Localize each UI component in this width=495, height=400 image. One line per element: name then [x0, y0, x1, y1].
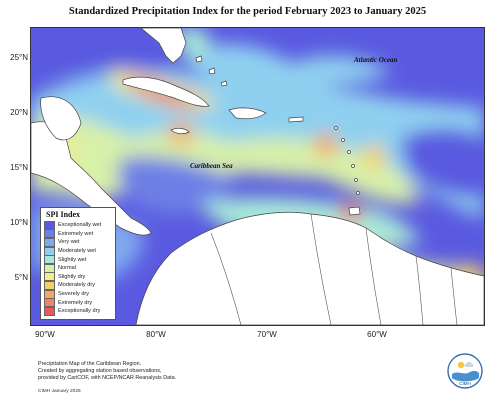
y-tick-20n: 20°N: [10, 108, 28, 117]
footnote-line-3: provided by CariCOF, with NCEP/NCAR Rean…: [38, 375, 177, 381]
cimh-logo-graphic: CIMH: [447, 353, 483, 389]
legend-label: Very wet: [58, 239, 80, 246]
legend-swatch: [44, 220, 55, 230]
border-1: [210, 232, 242, 325]
land-puerto-rico: [288, 116, 304, 123]
land-florida: [140, 28, 187, 64]
legend-item: Extremely wet: [44, 229, 112, 239]
legend-label: Normal: [58, 265, 77, 272]
land-south-america: [135, 211, 484, 325]
land-bahamas-2: [208, 67, 216, 75]
land-masses: [31, 28, 484, 325]
legend-item: Exceptionally wet: [44, 220, 112, 230]
legend-items: Exceptionally wet Extremely wet Very wet…: [44, 220, 112, 316]
country-borders: [210, 213, 458, 325]
legend-label: Extremely dry: [58, 299, 93, 306]
legend-label: Moderately dry: [58, 282, 95, 289]
footnote-line-2: Created by aggregating station based obs…: [38, 368, 162, 374]
land-hispaniola: [228, 107, 267, 120]
legend-item: Severely dry: [44, 289, 112, 299]
x-tick-90w: 90°W: [35, 330, 55, 339]
land-yucatan: [40, 96, 82, 141]
land-antilles-4: [351, 164, 355, 168]
border-5: [450, 267, 458, 325]
caribbean-sea-label: Caribbean Sea: [190, 162, 233, 170]
legend-swatch: [44, 289, 55, 299]
land-cuba: [122, 76, 210, 107]
legend-label: Slightly dry: [58, 273, 86, 280]
legend-swatch: [44, 272, 55, 282]
field-moderately-wet-bahamas: [181, 44, 391, 90]
legend-swatch: [44, 280, 55, 290]
legend-item: Extremely dry: [44, 298, 112, 308]
land-antilles-3: [347, 150, 351, 154]
legend-item: Normal: [44, 263, 112, 273]
legend-swatch: [44, 229, 55, 239]
border-2: [310, 213, 332, 325]
land-central-america: [31, 121, 152, 236]
land-antilles-6: [356, 191, 360, 195]
legend-swatch: [44, 237, 55, 247]
legend-item: Exceptionally dry: [44, 306, 112, 316]
logo-text: CIMH: [459, 381, 471, 386]
spi-legend: SPI Index Exceptionally wet Extremely we…: [40, 207, 116, 320]
land-bahamas-3: [220, 80, 228, 87]
legend-swatch: [44, 306, 55, 316]
legend-item: Slightly dry: [44, 272, 112, 282]
land-antilles-1: [334, 126, 338, 130]
y-tick-5n: 5°N: [14, 273, 28, 282]
atlantic-ocean-label: Atlantic Ocean: [354, 56, 398, 64]
credit-text: CIMH January 2025: [38, 389, 81, 394]
border-3: [365, 227, 382, 325]
legend-label: Severely dry: [58, 291, 90, 298]
legend-item: Very wet: [44, 237, 112, 247]
legend-swatch: [44, 263, 55, 273]
legend-swatch: [44, 246, 55, 256]
legend-item: Moderately wet: [44, 246, 112, 256]
field-caribbean-sea-wet: [118, 156, 231, 214]
legend-label: Slightly wet: [58, 256, 87, 263]
y-tick-25n: 25°N: [10, 53, 28, 62]
border-4: [415, 255, 424, 325]
legend-swatch: [44, 298, 55, 308]
land-antilles-5: [354, 178, 358, 182]
footnote: Precipitation Map of the Caribbean Regio…: [38, 361, 298, 382]
land-jamaica: [170, 127, 190, 135]
legend-label: Exceptionally wet: [58, 222, 102, 229]
x-tick-70w: 70°W: [257, 330, 277, 339]
legend-item: Slightly wet: [44, 255, 112, 265]
field-atlantic-east-wet: [401, 128, 484, 198]
legend-title: SPI Index: [46, 210, 81, 219]
x-tick-80w: 80°W: [146, 330, 166, 339]
y-tick-10n: 10°N: [10, 218, 28, 227]
field-pr-dry: [314, 133, 338, 157]
legend-item: Moderately dry: [44, 280, 112, 290]
cimh-logo: CIMH: [446, 352, 484, 390]
map-title: Standardized Precipitation Index for the…: [68, 6, 427, 17]
land-antilles-2: [341, 138, 345, 142]
land-bahamas-1: [195, 55, 203, 63]
land-trinidad: [348, 206, 361, 216]
legend-label: Moderately wet: [58, 248, 96, 255]
legend-label: Extremely wet: [58, 230, 94, 237]
legend-swatch: [44, 255, 55, 265]
x-tick-60w: 60°W: [367, 330, 387, 339]
field-gulf-wet: [31, 28, 177, 73]
legend-label: Exceptionally dry: [58, 308, 101, 315]
field-leewards-dry: [362, 144, 386, 168]
y-tick-15n: 15°N: [10, 163, 28, 172]
footnote-line-1: Precipitation Map of the Caribbean Regio…: [38, 361, 142, 367]
